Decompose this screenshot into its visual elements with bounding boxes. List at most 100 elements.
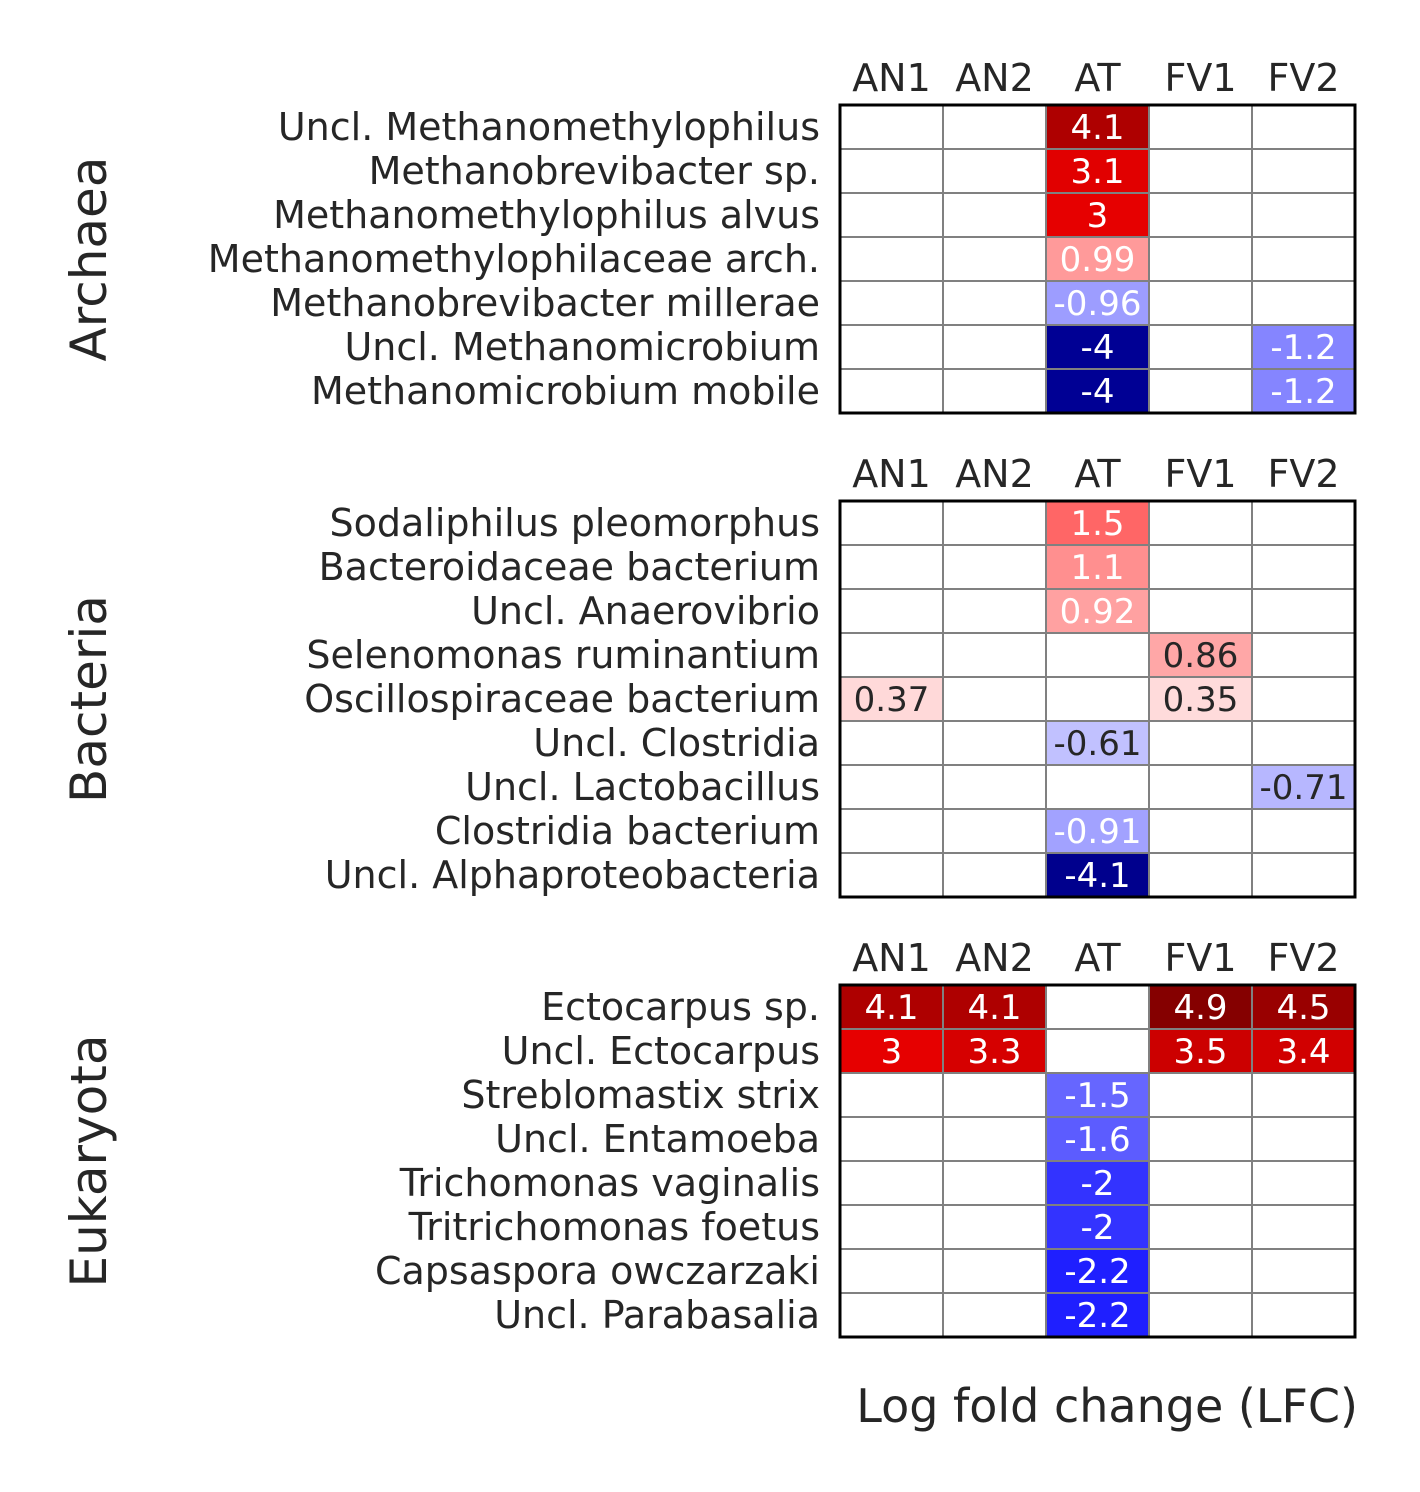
heatmap-cell bbox=[839, 1116, 944, 1162]
heatmap-cell bbox=[1148, 104, 1253, 150]
row-label: Uncl. Methanomicrobium bbox=[344, 325, 820, 369]
heatmap-cell bbox=[1251, 236, 1356, 282]
heatmap-cell bbox=[1045, 544, 1150, 590]
heatmap-cell bbox=[942, 500, 1047, 546]
cell-value-label: -4.1 bbox=[1064, 856, 1130, 896]
column-label: FV2 bbox=[1267, 452, 1339, 496]
heatmap-cell bbox=[1045, 1292, 1150, 1338]
cell-value-label: -1.2 bbox=[1270, 372, 1336, 412]
heatmap-cell bbox=[1148, 544, 1253, 590]
heatmap-cell bbox=[839, 236, 944, 282]
heatmap-cell bbox=[942, 676, 1047, 722]
cell-value-label: 4.1 bbox=[967, 988, 1021, 1028]
cell-value-label: 0.86 bbox=[1163, 636, 1239, 676]
row-label: Uncl. Anaerovibrio bbox=[471, 589, 820, 633]
panel-bacteria: AN1 AN2 AT FV1 FV2 Bacteria Sodaliphilus pleom… bbox=[60, 452, 1357, 899]
row-label: Trichomonas vaginalis bbox=[399, 1161, 820, 1205]
column-label: FV2 bbox=[1267, 936, 1339, 980]
cell-value-label: -0.71 bbox=[1260, 768, 1348, 808]
column-label: AN1 bbox=[852, 936, 931, 980]
heatmap-cell bbox=[1148, 1116, 1253, 1162]
heatmap-cell bbox=[1045, 1028, 1150, 1074]
heatmap-cell bbox=[942, 588, 1047, 634]
cell-value-label: 1.1 bbox=[1070, 548, 1124, 588]
cell-value-label: 3 bbox=[881, 1032, 903, 1072]
heatmap-cell bbox=[1045, 632, 1150, 678]
column-label: FV1 bbox=[1164, 452, 1236, 496]
heatmap-cell bbox=[1251, 764, 1356, 810]
heatmap-cell bbox=[839, 368, 944, 414]
heatmap-cell bbox=[839, 1072, 944, 1118]
cell-value-label: 4.1 bbox=[864, 988, 918, 1028]
heatmap-cell bbox=[1045, 148, 1150, 194]
heatmap-cell bbox=[942, 1204, 1047, 1250]
heatmap-cell bbox=[1045, 676, 1150, 722]
heatmap-cell bbox=[1148, 324, 1253, 370]
heatmap-cell bbox=[839, 104, 944, 150]
heatmap-cell bbox=[1148, 148, 1253, 194]
heatmap-cell bbox=[1045, 984, 1150, 1030]
row-label: Methanobrevibacter millerae bbox=[270, 281, 820, 325]
heatmap-cell bbox=[942, 1072, 1047, 1118]
column-label: AN1 bbox=[852, 452, 931, 496]
heatmap-panels: AN1 AN2 AT FV1 FV2 Archaea Uncl. Methanomethyl… bbox=[60, 56, 1357, 1339]
heatmap-cell bbox=[1251, 1116, 1356, 1162]
heatmap-cell bbox=[1148, 1292, 1253, 1338]
heatmap-cell bbox=[839, 632, 944, 678]
column-label: AT bbox=[1074, 56, 1121, 100]
panel-archaea: AN1 AN2 AT FV1 FV2 Archaea Uncl. Methanomethyl… bbox=[60, 56, 1357, 415]
row-label: Ectocarpus sp. bbox=[541, 985, 820, 1029]
cell-value-label: 0.99 bbox=[1060, 240, 1136, 280]
heatmap-cell bbox=[942, 324, 1047, 370]
heatmap-cell bbox=[839, 148, 944, 194]
heatmap-cell bbox=[1251, 1160, 1356, 1206]
column-label: AT bbox=[1074, 452, 1121, 496]
x-axis-label: Log fold change (LFC) bbox=[856, 1379, 1358, 1433]
heatmap-cell bbox=[1251, 500, 1356, 546]
cell-value-label: -0.61 bbox=[1054, 724, 1142, 764]
heatmap-cell bbox=[1251, 1204, 1356, 1250]
cell-value-label: 0.92 bbox=[1060, 592, 1136, 632]
cell-value-label: 3.1 bbox=[1070, 152, 1124, 192]
heatmap-cell bbox=[839, 808, 944, 854]
heatmap-cell bbox=[839, 852, 944, 898]
group-label: Archaea bbox=[60, 157, 118, 362]
cell-value-label: 0.35 bbox=[1163, 680, 1239, 720]
column-label: FV1 bbox=[1164, 936, 1236, 980]
heatmap-cell bbox=[1045, 368, 1150, 414]
heatmap-cell bbox=[942, 1248, 1047, 1294]
heatmap-cell bbox=[1251, 104, 1356, 150]
heatmap-cell bbox=[1148, 720, 1253, 766]
row-label: Selenomonas ruminantium bbox=[306, 633, 820, 677]
heatmap-cell bbox=[1251, 676, 1356, 722]
cell-value-label: 3.5 bbox=[1173, 1032, 1227, 1072]
heatmap-cell bbox=[1148, 588, 1253, 634]
cell-value-label: -2.2 bbox=[1064, 1252, 1130, 1292]
cell-value-label: -4 bbox=[1081, 372, 1115, 412]
heatmap-cell bbox=[942, 720, 1047, 766]
heatmap-cell bbox=[1251, 808, 1356, 854]
row-label: Uncl. Lactobacillus bbox=[465, 765, 820, 809]
row-label: Bacteroidaceae bacterium bbox=[319, 545, 820, 589]
cell-value-label: 4.5 bbox=[1276, 988, 1330, 1028]
row-label: Clostridia bacterium bbox=[435, 809, 820, 853]
group-label: Eukaryota bbox=[60, 1035, 118, 1288]
cell-value-label: 4.1 bbox=[1070, 108, 1124, 148]
cell-value-label: -4 bbox=[1081, 328, 1115, 368]
heatmap-cell bbox=[1148, 1248, 1253, 1294]
heatmap-cell bbox=[942, 764, 1047, 810]
heatmap-cell bbox=[1148, 852, 1253, 898]
heatmap-cell bbox=[1251, 632, 1356, 678]
heatmap-cell bbox=[1251, 1248, 1356, 1294]
heatmap-cell bbox=[1148, 280, 1253, 326]
heatmap-cell bbox=[839, 544, 944, 590]
heatmap-cell bbox=[942, 104, 1047, 150]
cell-value-label: -0.91 bbox=[1054, 812, 1142, 852]
heatmap-cell bbox=[942, 192, 1047, 238]
column-label: AN2 bbox=[955, 452, 1034, 496]
heatmap-cell bbox=[839, 764, 944, 810]
row-label: Uncl. Methanomethylophilus bbox=[278, 105, 820, 149]
heatmap-cell bbox=[1148, 368, 1253, 414]
heatmap-cell bbox=[1045, 764, 1150, 810]
